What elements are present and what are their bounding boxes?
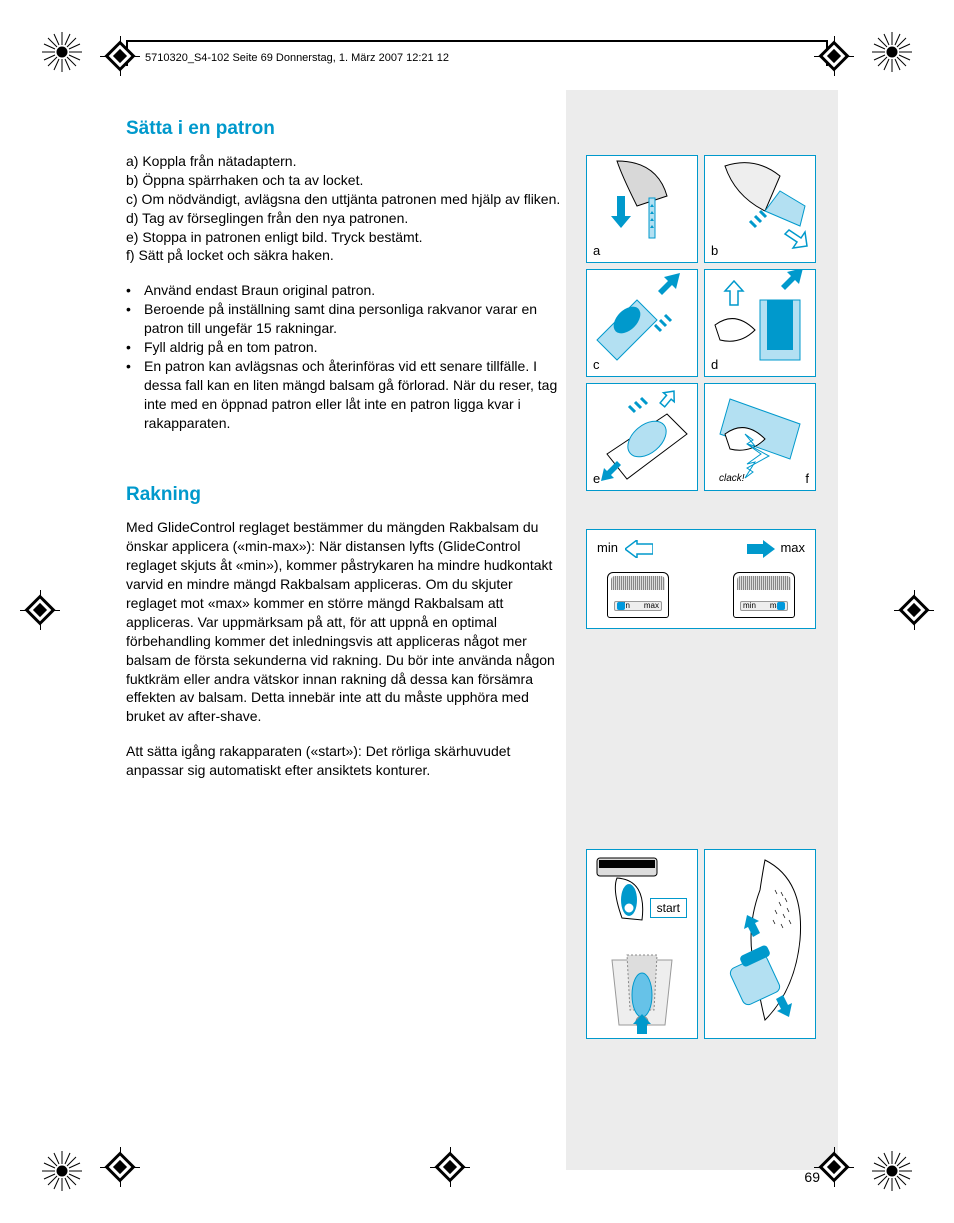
section2-title: Rakning <box>126 484 566 506</box>
step-e: e) Stoppa in patronen enligt bild. Tryck… <box>126 228 566 247</box>
step-a: a) Koppla från nätadaptern. <box>126 152 566 171</box>
arrow-right-icon <box>747 540 775 558</box>
start-figure-face <box>704 849 816 1039</box>
sunburst-icon <box>870 30 914 74</box>
step-b: b) Öppna spärrhaken och ta av locket. <box>126 171 566 190</box>
step-c: c) Om nödvändigt, avlägsna den uttjänta … <box>126 190 566 209</box>
figure-d: d <box>704 269 816 377</box>
figure-d-label: d <box>711 357 718 372</box>
max-label: max <box>780 540 805 555</box>
shaving-para1: Med GlideControl reglaget bestämmer du m… <box>126 518 566 726</box>
registration-mark <box>430 1147 470 1187</box>
figure-a-label: a <box>593 243 600 258</box>
figure-b-label: b <box>711 243 718 258</box>
sidebar-figures: a b c <box>566 90 838 1170</box>
main-text-column: Sätta i en patron a) Koppla från nätadap… <box>126 118 566 796</box>
note-3: Fyll aldrig på en tom patron. <box>126 338 566 357</box>
sunburst-icon <box>40 1149 84 1193</box>
start-figure-grid: start <box>586 849 838 1039</box>
shaver-head-min: minmax <box>607 572 669 618</box>
start-label: start <box>650 898 687 918</box>
clack-label: clack! <box>719 473 745 484</box>
shaving-para2: Att sätta igång rakapparaten («start»): … <box>126 742 566 780</box>
registration-mark <box>20 590 60 630</box>
note-4: En patron kan avlägsnas och återinföras … <box>126 357 566 433</box>
figure-c: c <box>586 269 698 377</box>
registration-mark <box>814 36 854 76</box>
cartridge-figure-grid: a b c <box>586 155 838 491</box>
minmax-figure: min max minmax minmax <box>586 529 816 629</box>
registration-mark <box>100 1147 140 1187</box>
start-figure-switch: start <box>586 849 698 1039</box>
step-f: f) Sätt på locket och säkra haken. <box>126 246 566 265</box>
figure-a: a <box>586 155 698 263</box>
min-label: min <box>597 540 618 555</box>
figure-f-label: f <box>805 471 809 486</box>
figure-b: b <box>704 155 816 263</box>
shaver-head-max: minmax <box>733 572 795 618</box>
figure-e-label: e <box>593 471 600 486</box>
note-2: Beroende på inställning samt dina person… <box>126 300 566 338</box>
page-header-line: 5710320_S4-102 Seite 69 Donnerstag, 1. M… <box>145 52 449 64</box>
figure-f: clack! f <box>704 383 816 491</box>
cartridge-steps-list: a) Koppla från nätadaptern. b) Öppna spä… <box>126 152 566 265</box>
note-1: Använd endast Braun original patron. <box>126 281 566 300</box>
figure-e: e <box>586 383 698 491</box>
figure-c-label: c <box>593 357 600 372</box>
registration-mark <box>100 36 140 76</box>
arrow-left-icon <box>625 540 653 558</box>
cartridge-notes-list: Använd endast Braun original patron. Ber… <box>126 281 566 432</box>
crop-mark-top <box>126 40 828 42</box>
sunburst-icon <box>40 30 84 74</box>
registration-mark <box>814 1147 854 1187</box>
step-d: d) Tag av förseglingen från den nya patr… <box>126 209 566 228</box>
sunburst-icon <box>870 1149 914 1193</box>
registration-mark <box>894 590 934 630</box>
section1-title: Sätta i en patron <box>126 118 566 140</box>
